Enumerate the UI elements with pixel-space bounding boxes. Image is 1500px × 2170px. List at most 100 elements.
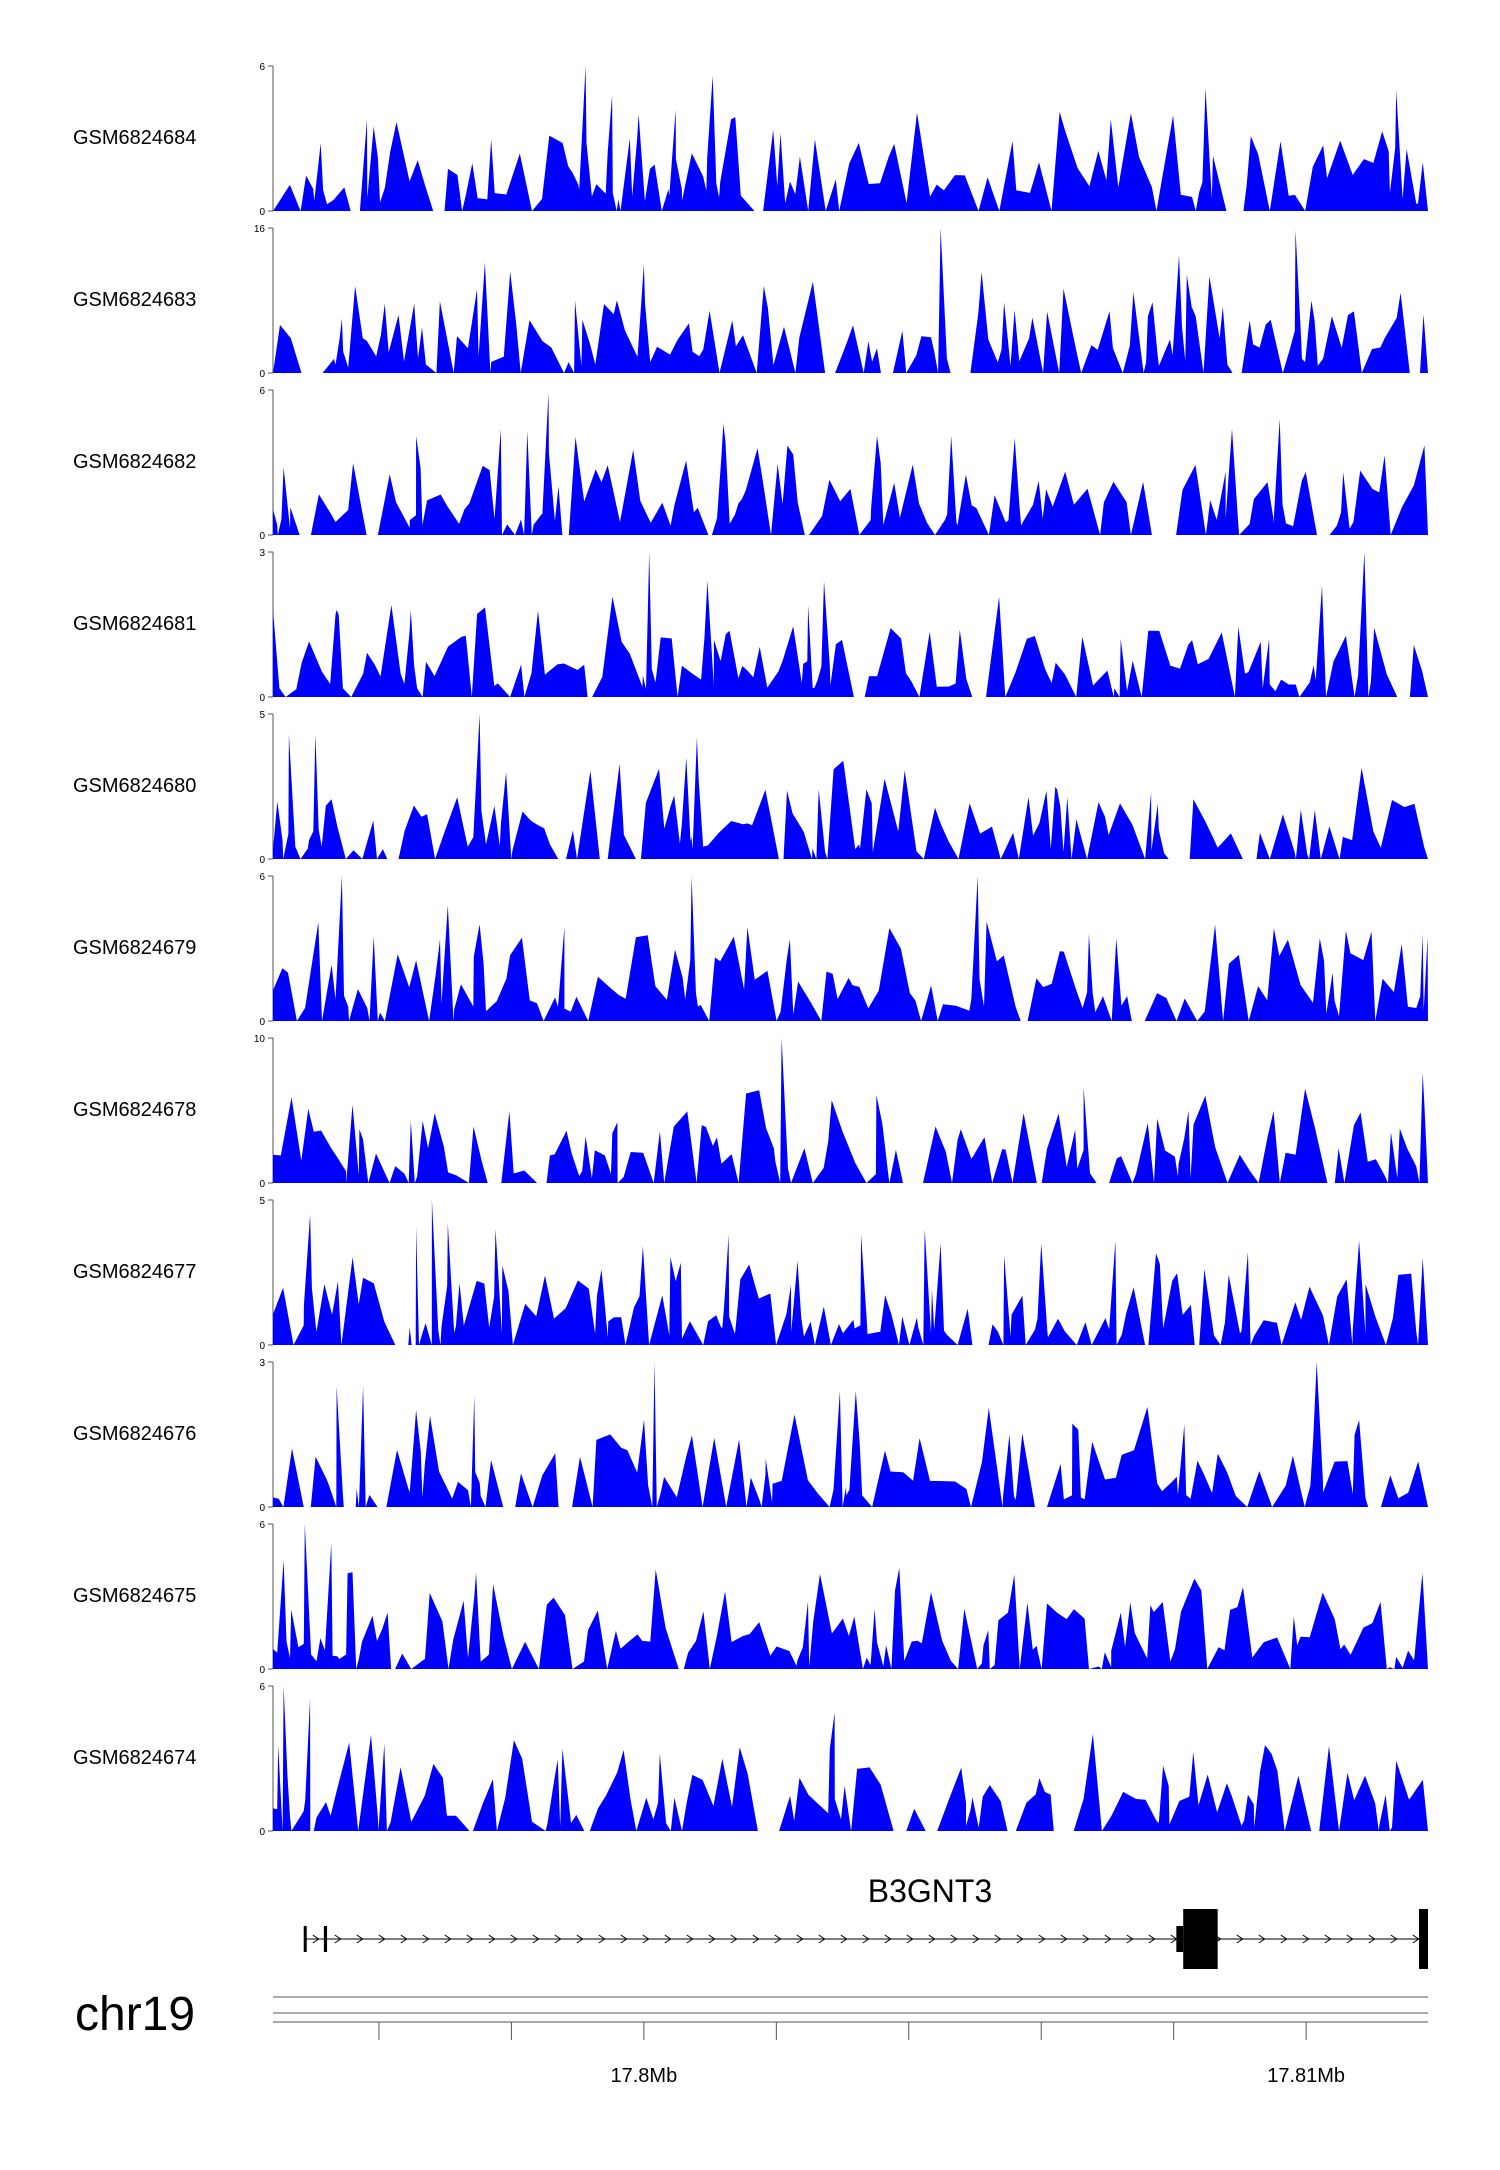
strand-arrow (1016, 1934, 1024, 1944)
strand-arrow (928, 1934, 936, 1944)
strand-arrow (1126, 1934, 1134, 1944)
strand-arrow (1258, 1934, 1266, 1944)
y-tick-label-max: 6 (259, 62, 265, 73)
track-label: GSM6824680 (73, 775, 196, 797)
strand-arrow (488, 1934, 496, 1944)
genome-axis: chr19 17.8Mb 17.81Mb (75, 1988, 1428, 2087)
signal-area (273, 876, 1428, 1021)
signal-area (273, 1524, 1428, 1669)
y-tick-label-max: 6 (259, 872, 265, 883)
track-label: GSM6824675 (73, 1585, 196, 1607)
signal-area (273, 1200, 1428, 1345)
strand-arrow (400, 1934, 408, 1944)
strand-arrow (906, 1934, 914, 1944)
strand-arrow (994, 1934, 1002, 1944)
track-GSM6824683: GSM6824683 16 0 (73, 224, 1428, 380)
strand-arrow (752, 1934, 760, 1944)
y-tick-label-max: 6 (259, 386, 265, 397)
y-tick-label-min: 0 (259, 1827, 265, 1838)
track-label: GSM6824676 (73, 1423, 196, 1445)
signal-tracks: GSM682468460GSM6824683160GSM682468260GSM… (73, 62, 1428, 1838)
track-label: GSM6824674 (73, 1747, 196, 1769)
gene-model-b3gnt3 (303, 1909, 1428, 1969)
strand-arrow (1412, 1934, 1420, 1944)
track-GSM6824678: GSM6824678 10 0 (73, 1034, 1428, 1190)
signal-area (273, 1038, 1428, 1183)
gene-exon (1418, 1909, 1428, 1969)
strand-arrow (598, 1934, 606, 1944)
y-tick-label-min: 0 (259, 369, 265, 380)
strand-arrow (818, 1934, 826, 1944)
gene-exon (1183, 1909, 1218, 1969)
signal-area (273, 66, 1428, 211)
track-label: GSM6824683 (73, 289, 196, 311)
strand-arrow (1236, 1934, 1244, 1944)
strand-arrow (796, 1934, 804, 1944)
chromosome-label: chr19 (75, 1988, 195, 2041)
strand-arrow (708, 1934, 716, 1944)
y-tick-label-max: 6 (259, 1520, 265, 1531)
strand-arrow (554, 1934, 562, 1944)
axis-tick-label: 17.81Mb (1267, 2065, 1345, 2087)
strand-arrow (884, 1934, 892, 1944)
y-tick-label-min: 0 (259, 1665, 265, 1676)
track-GSM6824674: GSM6824674 6 0 (73, 1682, 1428, 1838)
track-label: GSM6824678 (73, 1099, 196, 1121)
track-GSM6824682: GSM6824682 6 0 (73, 386, 1428, 542)
signal-area (273, 552, 1428, 697)
track-GSM6824677: GSM6824677 5 0 (73, 1196, 1428, 1352)
strand-arrow (950, 1934, 958, 1944)
strand-arrow (1148, 1934, 1156, 1944)
strand-arrow (1302, 1934, 1310, 1944)
strand-arrow (664, 1934, 672, 1944)
strand-arrow (1104, 1934, 1112, 1944)
strand-arrow (1368, 1934, 1376, 1944)
strand-arrow (532, 1934, 540, 1944)
signal-area (273, 714, 1428, 859)
y-tick-label-max: 3 (259, 548, 265, 559)
y-tick-label-min: 0 (259, 1341, 265, 1352)
y-tick-label-min: 0 (259, 693, 265, 704)
strand-arrow (356, 1934, 364, 1944)
track-GSM6824680: GSM6824680 5 0 (73, 710, 1428, 866)
strand-arrow (510, 1934, 518, 1944)
strand-arrow (1390, 1934, 1398, 1944)
strand-arrow (774, 1934, 782, 1944)
y-tick-label-min: 0 (259, 531, 265, 542)
signal-area (273, 228, 1428, 373)
y-tick-label-max: 10 (254, 1034, 266, 1045)
gene-exon (323, 1926, 328, 1952)
signal-area (273, 1686, 1428, 1831)
axis-tick-label: 17.8Mb (611, 2065, 678, 2087)
strand-arrow (312, 1934, 320, 1944)
gene-label-b3gnt3: B3GNT3 (868, 1873, 992, 1909)
y-tick-label-max: 5 (259, 1196, 265, 1207)
y-tick-label-min: 0 (259, 1503, 265, 1514)
y-tick-label-max: 5 (259, 710, 265, 721)
strand-arrow (620, 1934, 628, 1944)
strand-arrow (1324, 1934, 1332, 1944)
track-GSM6824681: GSM6824681 3 0 (73, 548, 1428, 704)
gene-exon (303, 1926, 307, 1952)
strand-arrow (642, 1934, 650, 1944)
strand-arrow (840, 1934, 848, 1944)
track-GSM6824676: GSM6824676 3 0 (73, 1358, 1428, 1514)
strand-arrow (1082, 1934, 1090, 1944)
strand-arrow (1038, 1934, 1046, 1944)
track-label: GSM6824681 (73, 613, 196, 635)
gene-track: B3GNT3 (303, 1873, 1428, 1969)
strand-arrow (972, 1934, 980, 1944)
track-label: GSM6824684 (73, 127, 196, 149)
track-label: GSM6824682 (73, 451, 196, 473)
y-tick-label-max: 3 (259, 1358, 265, 1369)
axis-ticks: 17.8Mb 17.81Mb (378, 2022, 1345, 2087)
strand-arrow (1346, 1934, 1354, 1944)
track-GSM6824675: GSM6824675 6 0 (73, 1520, 1428, 1676)
y-tick-label-max: 16 (254, 224, 266, 235)
signal-area (273, 1362, 1428, 1507)
track-label: GSM6824679 (73, 937, 196, 959)
strand-arrow (862, 1934, 870, 1944)
track-GSM6824684: GSM6824684 6 0 (73, 62, 1428, 218)
strand-arrow (686, 1934, 694, 1944)
